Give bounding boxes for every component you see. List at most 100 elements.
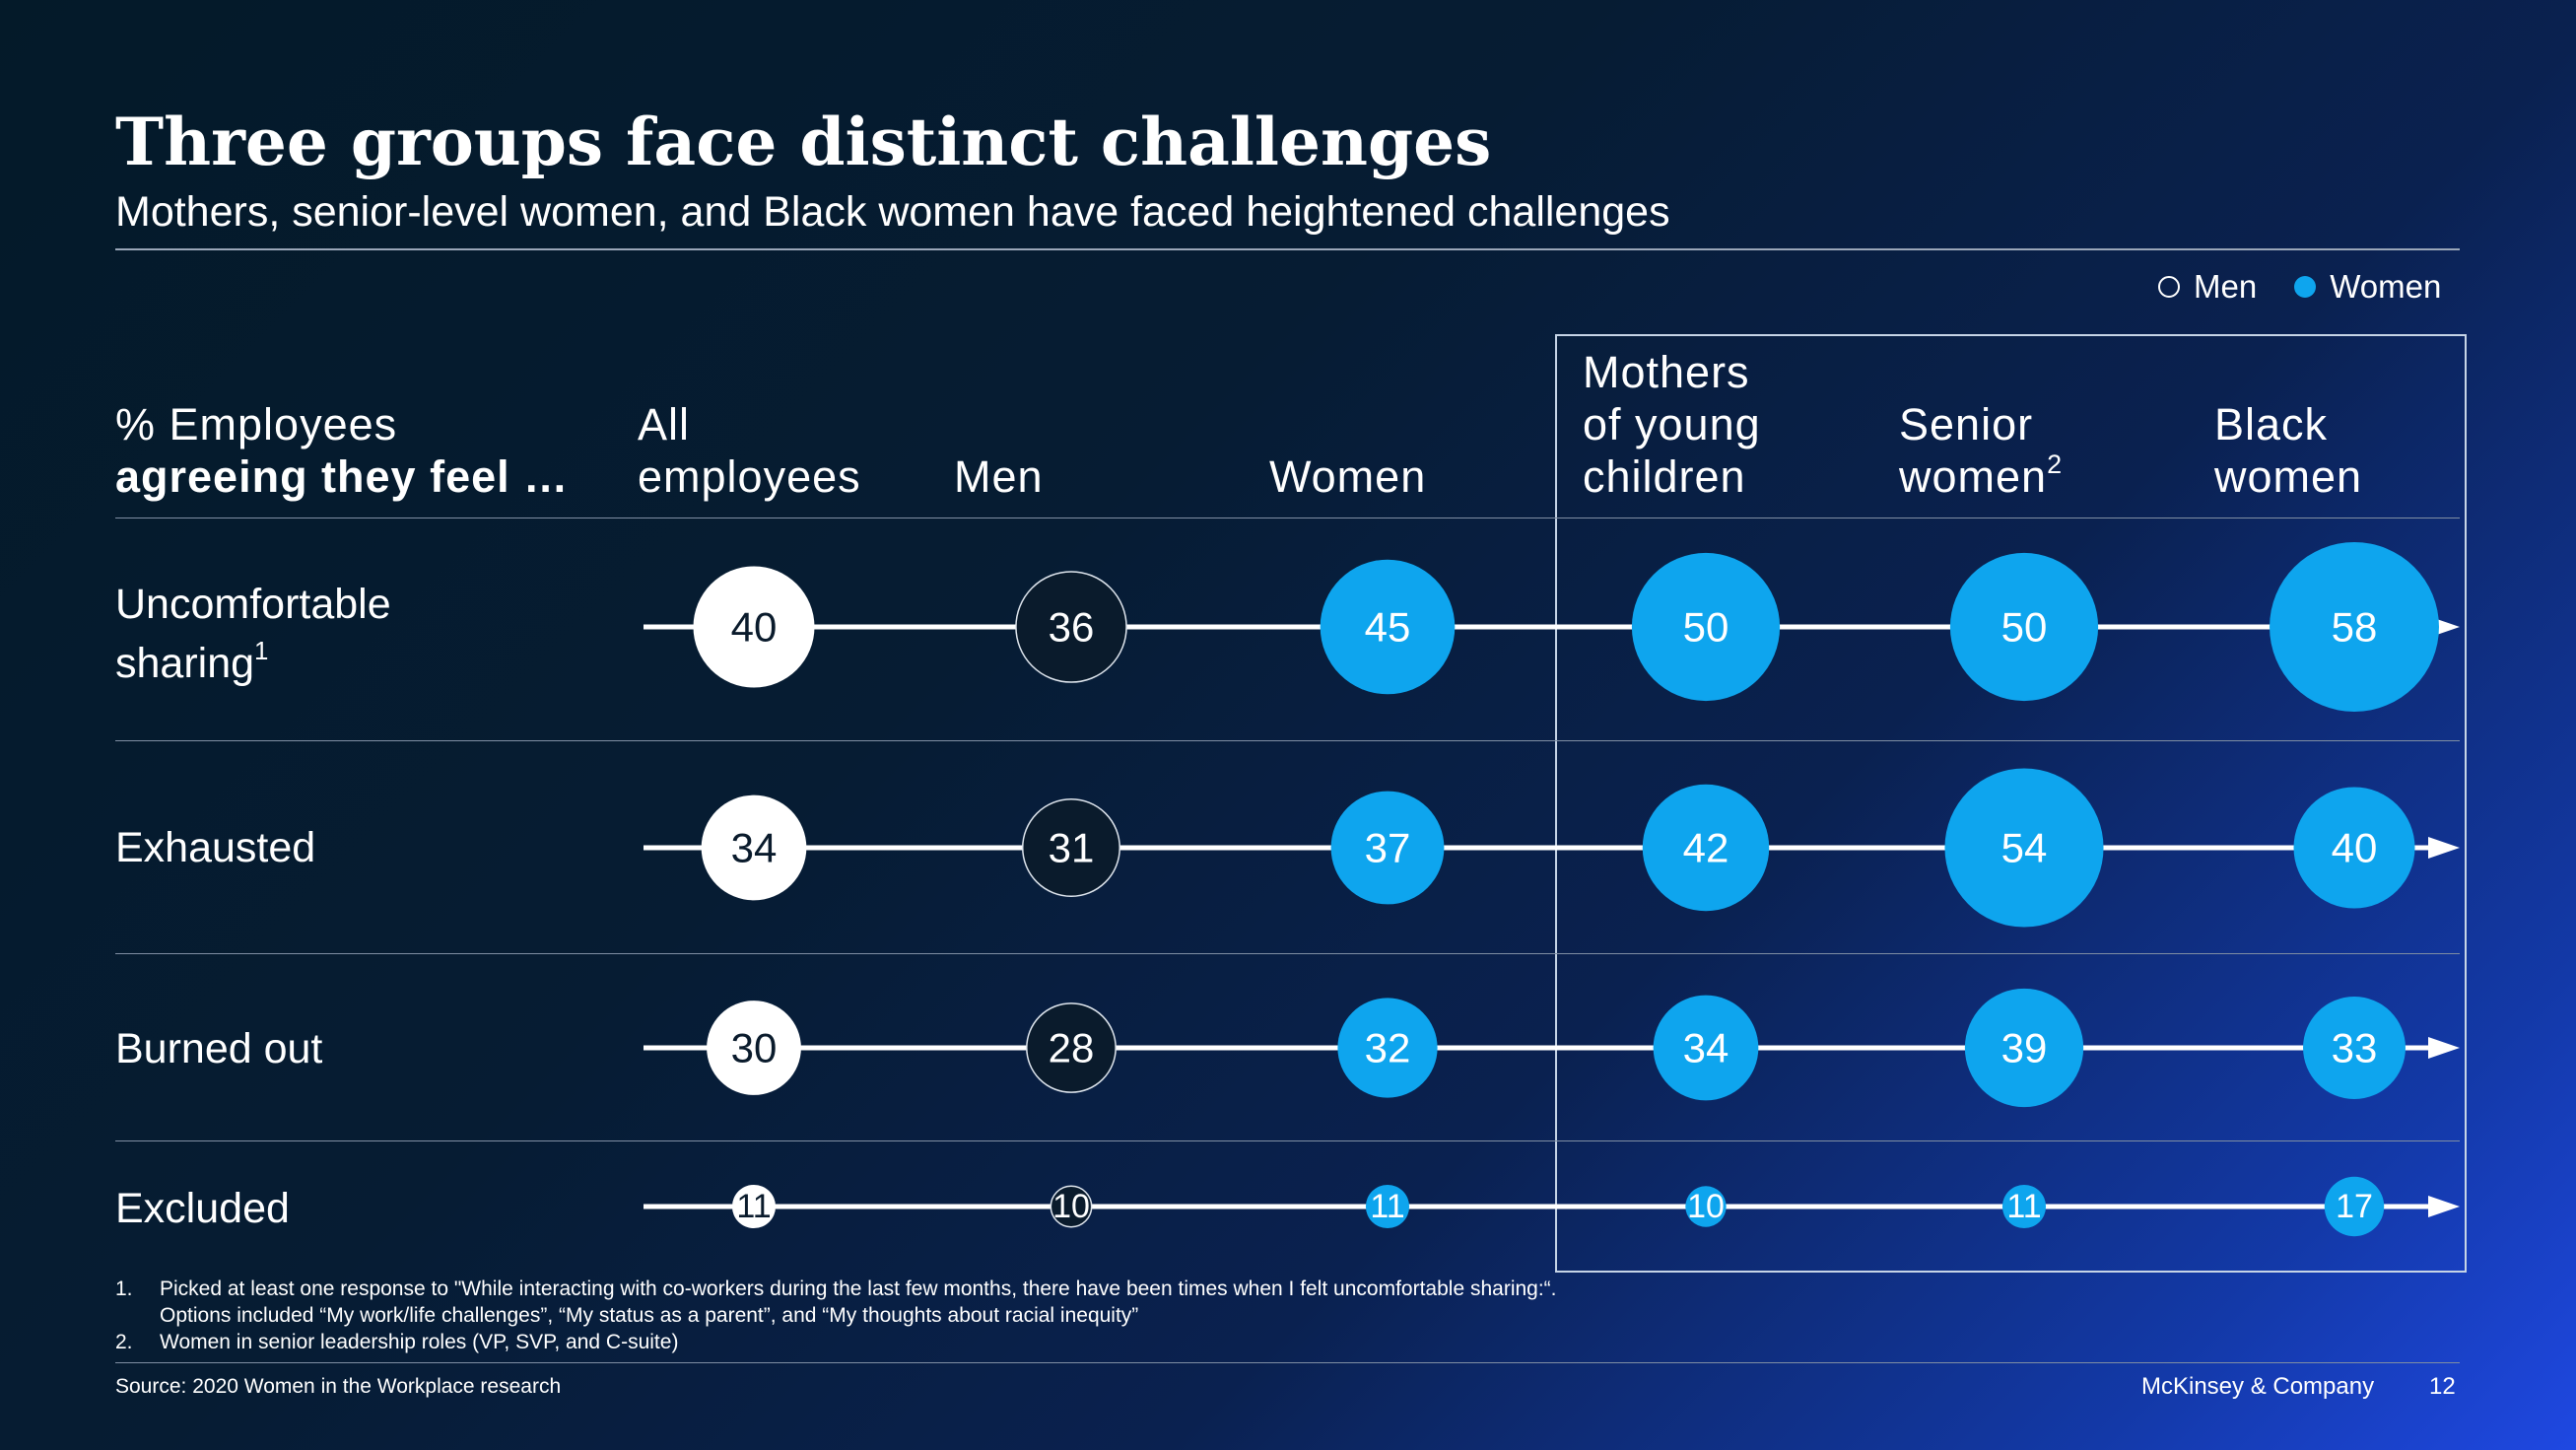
bubble — [731, 1184, 777, 1229]
bubble — [2293, 787, 2415, 909]
row-arrow-icon — [2428, 1196, 2460, 1217]
bubble — [1015, 571, 1127, 683]
source-note: Source: 2020 Women in the Workplace rese… — [115, 1375, 562, 1398]
column-header-black-women: Black women — [2214, 398, 2362, 503]
bubble — [1631, 552, 1781, 702]
row-label-line: sharing — [115, 640, 255, 688]
bubble — [2324, 1176, 2385, 1237]
bubble — [1949, 552, 2099, 702]
legend: Men Women — [2158, 268, 2441, 306]
column-header-line: Women — [1269, 451, 1427, 502]
row-divider — [115, 953, 2460, 954]
footnote-marker: 1 — [254, 638, 269, 666]
legend-women-label: Women — [2330, 268, 2442, 305]
bubble-value-label: 40 — [2332, 825, 2378, 871]
column-header-line: Black — [2214, 399, 2329, 449]
column-header-line: All — [638, 399, 691, 449]
row-arrow-icon — [2428, 1037, 2460, 1059]
bubble-value-label: 17 — [2336, 1188, 2373, 1225]
bubble — [1320, 559, 1456, 695]
bubble — [1653, 995, 1759, 1101]
column-header-senior-women: Senior women2 — [1899, 398, 2063, 503]
metric-header: % Employees agreeing they feel … — [115, 398, 569, 503]
column-header-men: Men — [954, 450, 1044, 503]
row-label-line: Uncomfortable — [115, 581, 391, 628]
row-arrow-icon — [2428, 837, 2460, 859]
footnote-number: 2. — [115, 1331, 133, 1353]
column-header-women: Women — [1269, 450, 1426, 503]
bubble — [1944, 768, 2104, 928]
column-header-line: Men — [954, 451, 1044, 502]
brand-name: McKinsey & Company — [2141, 1373, 2375, 1400]
bubble-value-label: 10 — [1687, 1188, 1725, 1225]
bubble-value-label: 36 — [1049, 604, 1095, 651]
bubble — [2001, 1184, 2047, 1229]
bubble-value-label: 42 — [1683, 825, 1729, 871]
footnote-text: Picked at least one response to "While i… — [160, 1277, 1557, 1300]
page-number: 12 — [2429, 1373, 2456, 1400]
metric-header-line1: % Employees — [115, 399, 398, 449]
bubble-value-label: 34 — [1683, 1025, 1729, 1071]
column-header-line: Mothers — [1583, 347, 1750, 397]
footnotes: 1. Picked at least one response to "Whil… — [115, 1276, 1791, 1354]
column-header-line: of young — [1583, 399, 1761, 450]
bubble-value-label: 31 — [1049, 825, 1095, 871]
bubble-value-label: 11 — [2006, 1188, 2041, 1225]
footnote-number: 1. — [115, 1277, 133, 1300]
bubble — [701, 794, 807, 901]
bubble — [2270, 542, 2439, 712]
row-label-burned-out: Burned out — [115, 1025, 323, 1072]
column-header-line: children — [1583, 451, 1746, 503]
bubble-value-label: 11 — [736, 1188, 771, 1225]
bubble-value-label: 32 — [1365, 1025, 1411, 1071]
highlight-frame — [1555, 334, 2467, 1273]
row-label-uncomfortable-sharing: Uncomfortable sharing1 — [115, 575, 391, 693]
bubble-value-label: 50 — [2001, 604, 2048, 651]
row-divider — [115, 1140, 2460, 1141]
metric-header-line2: agreeing they feel … — [115, 451, 570, 503]
column-header-line: Senior — [1899, 399, 2034, 449]
title-divider — [115, 248, 2460, 250]
bubble-value-label: 40 — [731, 604, 778, 651]
bubble-value-label: 34 — [731, 825, 778, 871]
column-header-mothers: Mothers of young children — [1583, 346, 1761, 503]
bubble-value-label: 54 — [2001, 825, 2048, 871]
bubble — [1050, 1185, 1093, 1228]
bubble-value-label: 30 — [731, 1025, 778, 1071]
bubble — [2303, 997, 2406, 1099]
legend-men-swatch — [2158, 276, 2180, 298]
footnote-text: Women in senior leadership roles (VP, SV… — [160, 1331, 679, 1353]
column-header-line: employees — [638, 451, 861, 503]
bubble-value-label: 58 — [2332, 604, 2378, 651]
bubble-value-label: 10 — [1052, 1188, 1090, 1225]
bubble — [1337, 998, 1438, 1098]
bubble — [1685, 1186, 1727, 1227]
footer-divider — [115, 1362, 2460, 1363]
bubble — [1021, 797, 1121, 898]
legend-men-label: Men — [2194, 268, 2258, 305]
page-title: Three groups face distinct challenges — [115, 104, 1492, 180]
bubble — [1026, 1002, 1117, 1093]
legend-women-swatch — [2294, 276, 2317, 298]
bubble-value-label: 33 — [2332, 1025, 2378, 1071]
column-header-line: women — [1899, 451, 2048, 503]
column-header-line: women — [2214, 451, 2363, 503]
bubble-value-label: 39 — [2001, 1025, 2048, 1071]
bubble-value-label: 28 — [1049, 1025, 1095, 1071]
bubble-value-label: 11 — [1370, 1188, 1404, 1225]
row-divider — [115, 740, 2460, 741]
bubble — [1642, 784, 1770, 912]
page-subtitle: Mothers, senior-level women, and Black w… — [115, 188, 1670, 236]
column-header-all-employees: All employees — [638, 398, 861, 503]
bubble — [707, 1001, 801, 1095]
row-label-excluded: Excluded — [115, 1185, 290, 1232]
footnote-text: Options included “My work/life challenge… — [160, 1304, 1139, 1327]
bubble — [1330, 791, 1445, 905]
bubble — [1365, 1184, 1410, 1229]
bubble — [1964, 988, 2084, 1108]
row-label-exhausted: Exhausted — [115, 824, 316, 871]
bubble-value-label: 45 — [1365, 604, 1411, 651]
bubble-value-label: 50 — [1683, 604, 1729, 651]
bubble-value-label: 37 — [1365, 825, 1411, 871]
